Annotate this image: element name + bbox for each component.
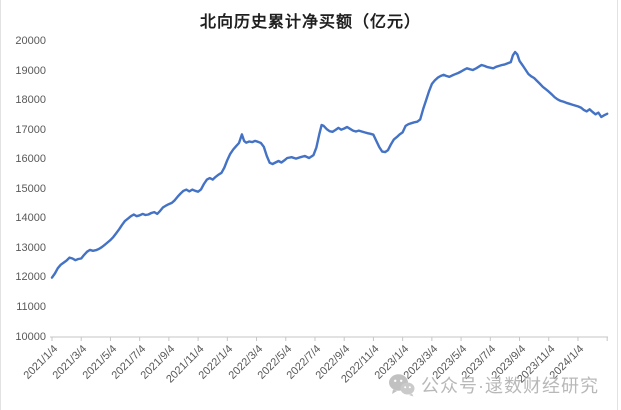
y-axis-tick-label: 16000 [15,153,46,166]
chart-left-border [0,0,1,410]
y-axis-tick-label: 19000 [15,64,46,77]
y-axis-tick-label: 18000 [15,94,46,107]
wechat-icon [389,374,415,397]
watermark-text: 公众号·逯数财经研究 [421,376,599,396]
series-line-northbound [50,50,609,279]
watermark: 公众号·逯数财经研究 [388,372,599,398]
chart-title: 北向历史累计净买额（亿元） [199,12,421,31]
y-axis-tick-label: 12000 [15,271,46,284]
y-axis-tick-label: 20000 [15,35,46,48]
y-axis-tick-label: 17000 [15,123,46,136]
y-axis-tick-label: 10000 [15,330,46,343]
y-axis-tick-label: 15000 [15,182,46,195]
chart-right-border [617,0,618,410]
y-axis-tick-label: 11000 [16,301,46,313]
y-axis-tick-label: 14000 [15,212,46,225]
y-axis-tick-label: 13000 [15,241,46,254]
x-axis [50,336,608,341]
